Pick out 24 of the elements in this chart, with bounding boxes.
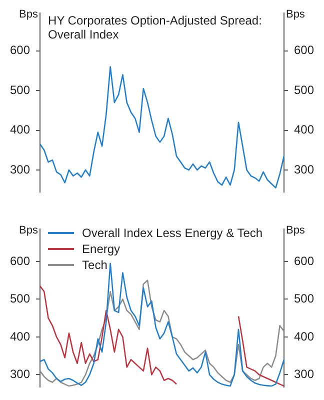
y2-tick-label: 300 <box>294 162 314 176</box>
y2-tick-label: 500 <box>294 292 314 306</box>
y2-tick-label: 500 <box>294 82 314 97</box>
y2-axis-title: Bps <box>286 224 306 237</box>
y-tick-label: 400 <box>10 329 30 344</box>
y2-tick-label: 400 <box>294 122 314 137</box>
y-axis-title: Bps <box>19 224 39 237</box>
legend-label: Overall Index Less Energy & Tech <box>82 226 263 240</box>
y-tick-label: 600 <box>10 43 30 58</box>
y-tick-label: 600 <box>10 254 30 268</box>
y-tick-label: 300 <box>10 162 30 176</box>
legend-label: Energy <box>82 242 120 256</box>
y-tick-label: 400 <box>10 122 30 137</box>
y2-tick-label: 300 <box>294 367 314 382</box>
y-axis-title: Bps <box>19 8 39 21</box>
y-tick-label: 300 <box>10 367 30 382</box>
legend-label: Tech <box>82 258 108 272</box>
y-tick-label: 500 <box>10 82 30 97</box>
text: HY Corporates Option-Adjusted Spread: Overall Index <box>48 14 262 42</box>
y2-axis-title: Bps <box>286 8 306 21</box>
y2-tick-label: 400 <box>294 329 314 344</box>
y-tick-label: 500 <box>10 292 30 306</box>
y2-tick-label: 600 <box>294 254 314 268</box>
y2-tick-label: 600 <box>294 43 314 58</box>
